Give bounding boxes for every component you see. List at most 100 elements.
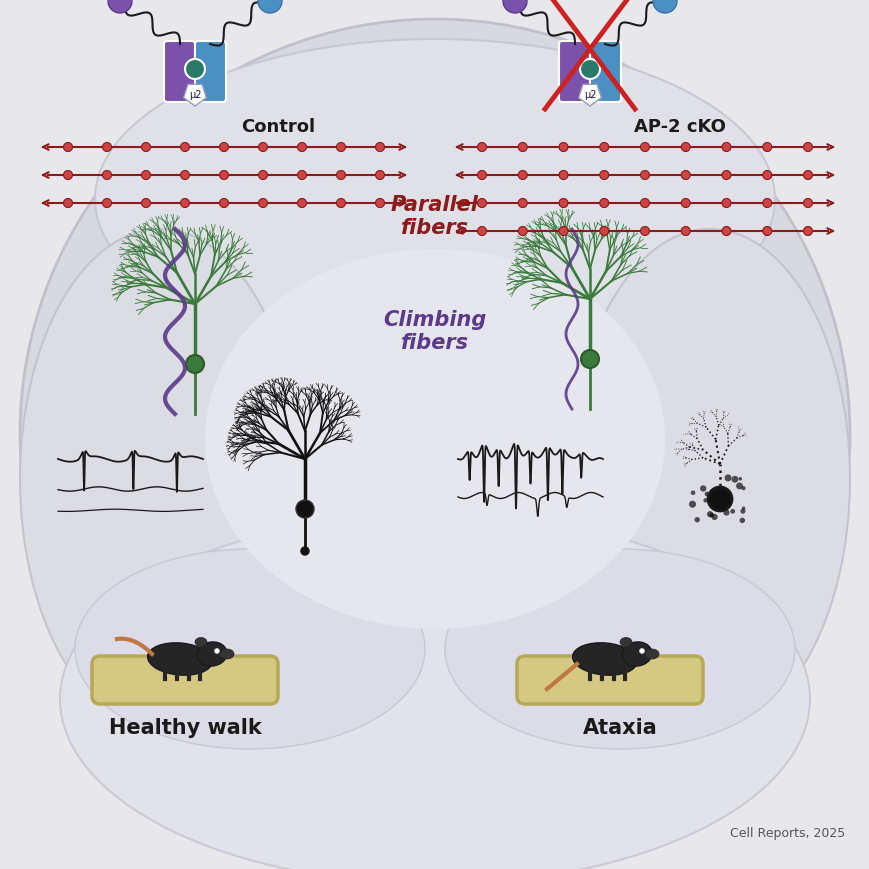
Ellipse shape xyxy=(569,229,849,729)
Circle shape xyxy=(301,547,308,555)
FancyBboxPatch shape xyxy=(559,42,589,103)
Circle shape xyxy=(712,499,719,506)
Circle shape xyxy=(722,510,729,516)
Text: μ2: μ2 xyxy=(583,90,595,100)
Circle shape xyxy=(729,509,734,514)
Circle shape xyxy=(559,143,567,152)
Circle shape xyxy=(803,143,812,152)
Circle shape xyxy=(739,518,744,523)
Circle shape xyxy=(599,143,608,152)
Circle shape xyxy=(559,171,567,180)
Ellipse shape xyxy=(195,638,207,647)
Circle shape xyxy=(477,199,486,209)
Circle shape xyxy=(803,199,812,209)
Circle shape xyxy=(724,474,731,482)
FancyBboxPatch shape xyxy=(589,42,620,103)
Ellipse shape xyxy=(444,549,794,749)
Circle shape xyxy=(297,199,306,209)
Circle shape xyxy=(653,0,676,14)
Circle shape xyxy=(707,488,731,512)
Circle shape xyxy=(180,143,189,152)
Circle shape xyxy=(375,171,384,180)
Circle shape xyxy=(711,514,717,521)
Circle shape xyxy=(580,350,599,368)
Circle shape xyxy=(63,171,72,180)
Circle shape xyxy=(702,499,707,503)
Circle shape xyxy=(297,171,306,180)
Text: Healthy walk: Healthy walk xyxy=(109,717,261,737)
Circle shape xyxy=(721,171,730,180)
Circle shape xyxy=(708,513,713,518)
Circle shape xyxy=(142,171,150,180)
Circle shape xyxy=(477,171,486,180)
Circle shape xyxy=(258,171,267,180)
Ellipse shape xyxy=(196,642,227,667)
Ellipse shape xyxy=(60,514,809,869)
Ellipse shape xyxy=(75,549,425,749)
FancyBboxPatch shape xyxy=(164,42,195,103)
Circle shape xyxy=(721,199,730,209)
Circle shape xyxy=(375,143,384,152)
Circle shape xyxy=(680,199,689,209)
Circle shape xyxy=(219,143,229,152)
Circle shape xyxy=(295,501,314,519)
Circle shape xyxy=(680,227,689,236)
FancyBboxPatch shape xyxy=(92,656,278,704)
Circle shape xyxy=(680,171,689,180)
Circle shape xyxy=(518,171,527,180)
Circle shape xyxy=(63,199,72,209)
Circle shape xyxy=(103,171,111,180)
Circle shape xyxy=(518,143,527,152)
Ellipse shape xyxy=(205,249,664,629)
Circle shape xyxy=(103,143,111,152)
Circle shape xyxy=(803,171,812,180)
Circle shape xyxy=(639,649,644,653)
Circle shape xyxy=(706,512,713,518)
Circle shape xyxy=(740,487,745,491)
Circle shape xyxy=(185,60,205,80)
Circle shape xyxy=(640,227,649,236)
Circle shape xyxy=(803,227,812,236)
Circle shape xyxy=(336,143,345,152)
Text: μ2: μ2 xyxy=(189,90,201,100)
Circle shape xyxy=(219,171,229,180)
Ellipse shape xyxy=(220,649,234,660)
Circle shape xyxy=(477,143,486,152)
Circle shape xyxy=(559,199,567,209)
Circle shape xyxy=(559,227,567,236)
Circle shape xyxy=(721,227,730,236)
Circle shape xyxy=(599,199,608,209)
Text: Climbing
fibers: Climbing fibers xyxy=(383,309,486,353)
Text: Parallel
fibers: Parallel fibers xyxy=(390,195,479,238)
Circle shape xyxy=(704,492,708,497)
Circle shape xyxy=(186,355,203,374)
Circle shape xyxy=(375,199,384,209)
Text: Cell Reports, 2025: Cell Reports, 2025 xyxy=(729,826,844,839)
Circle shape xyxy=(297,143,306,152)
FancyBboxPatch shape xyxy=(516,656,702,704)
Circle shape xyxy=(738,477,741,481)
Circle shape xyxy=(690,491,694,495)
Circle shape xyxy=(762,199,771,209)
Circle shape xyxy=(762,171,771,180)
Circle shape xyxy=(215,649,219,653)
Circle shape xyxy=(103,199,111,209)
Circle shape xyxy=(640,171,649,180)
Circle shape xyxy=(336,199,345,209)
Text: Control: Control xyxy=(241,118,315,136)
Circle shape xyxy=(180,171,189,180)
Circle shape xyxy=(142,199,150,209)
Ellipse shape xyxy=(644,649,658,660)
Circle shape xyxy=(762,227,771,236)
Circle shape xyxy=(640,199,649,209)
Circle shape xyxy=(680,143,689,152)
Ellipse shape xyxy=(621,642,651,667)
Circle shape xyxy=(518,199,527,209)
Circle shape xyxy=(180,199,189,209)
Circle shape xyxy=(219,199,229,209)
Ellipse shape xyxy=(95,40,774,360)
Circle shape xyxy=(740,509,745,514)
Circle shape xyxy=(502,0,527,14)
Circle shape xyxy=(477,227,486,236)
Circle shape xyxy=(640,143,649,152)
